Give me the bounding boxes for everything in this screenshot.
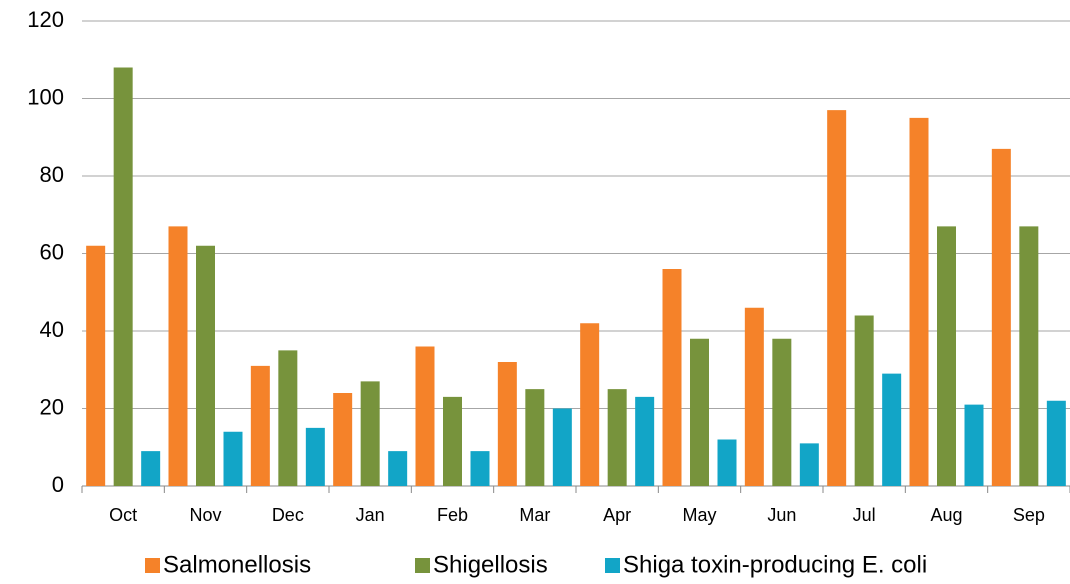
bar [196,245,215,486]
legend-swatch [415,558,430,573]
x-tick-label: Jan [356,505,385,525]
y-tick-label: 0 [52,472,64,497]
bar [882,373,902,486]
bar [250,365,270,486]
bar [415,346,435,486]
x-tick-label: Jun [767,505,796,525]
x-tick-label: Nov [189,505,221,525]
x-tick-label: Jul [853,505,876,525]
bar [827,110,847,486]
y-tick-label: 20 [40,394,64,419]
bar [305,427,325,486]
bar [1046,400,1066,486]
bar [690,338,709,486]
bar [470,451,490,486]
bar [333,393,353,486]
bar [1019,226,1039,486]
bar [964,404,984,486]
bar [388,451,408,486]
x-tick-label: May [682,505,716,525]
x-tick-label: Apr [603,505,631,525]
bar [113,67,133,486]
bar [744,307,764,486]
y-tick-label: 100 [27,84,64,109]
legend-label: Shiga toxin-producing E. coli [623,551,927,578]
bar [854,315,874,486]
x-tick-label: Sep [1013,505,1045,525]
bar [635,396,655,486]
bar [607,389,627,486]
x-tick-label: Feb [437,505,468,525]
bar [360,381,380,486]
bar [662,269,682,486]
x-tick-label: Oct [109,505,137,525]
legend-label: Salmonellosis [163,551,311,578]
bar [580,323,600,486]
bar [443,396,462,486]
bar [799,443,819,486]
bar [909,117,929,486]
bar [937,226,956,486]
bar [168,226,188,486]
y-tick-label: 60 [40,239,64,264]
legend-swatch [145,558,160,573]
bar [86,245,106,486]
legend-swatch [605,558,620,573]
y-tick-label: 80 [40,162,64,187]
bar [717,439,737,486]
y-tick-label: 40 [40,317,64,342]
y-tick-label: 120 [27,7,64,32]
x-tick-label: Aug [930,505,962,525]
legend-label: Shigellosis [433,551,548,578]
bar [525,389,545,486]
bar [991,148,1011,486]
bar [223,431,243,486]
bar [552,408,572,486]
bar [278,350,298,486]
x-tick-label: Mar [519,505,550,525]
x-tick-label: Dec [272,505,304,525]
bar [772,338,792,486]
bar [497,362,517,486]
bar [141,451,161,486]
